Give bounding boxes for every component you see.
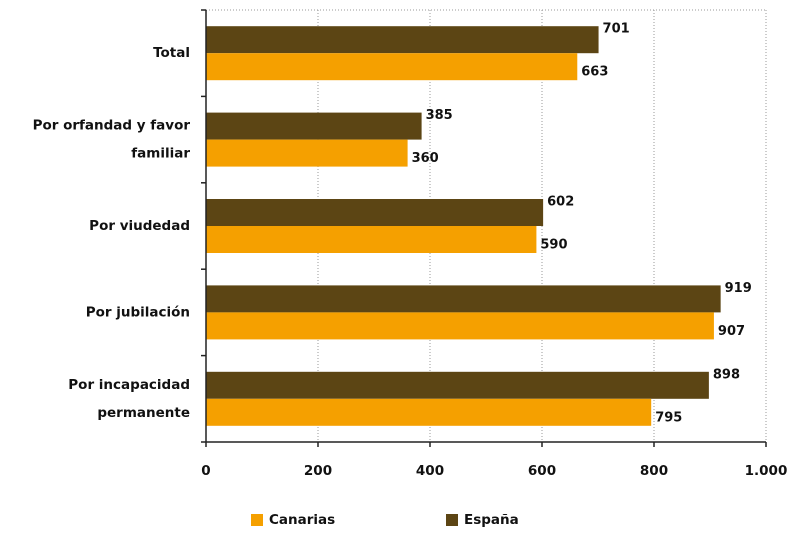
category-label-por-viudedad: Por viudedad xyxy=(89,218,190,234)
bar-canarias-por-orfandad-y-favor-familiar xyxy=(206,139,408,167)
bar-canarias-por-incapacidad-permanente xyxy=(206,398,652,426)
category-labels: Total Por orfandad y favor familiar Por viu… xyxy=(33,45,191,421)
category-label-line: Por incapacidad xyxy=(68,377,190,393)
legend-item-espana: España xyxy=(446,512,519,528)
legend-item-canarias: Canarias xyxy=(251,512,335,528)
x-tick-label-600: 600 xyxy=(528,463,556,479)
legend-label-espana: España xyxy=(464,512,519,528)
x-tick-label-0: 0 xyxy=(201,463,210,479)
bar-espana-por-viudedad xyxy=(206,199,544,226)
category-label-total: Total xyxy=(153,45,190,61)
x-tick-labels: 0 200 400 600 800 1.000 xyxy=(201,463,787,479)
category-label-line: familiar xyxy=(131,146,190,162)
data-label-canarias-por-viudedad: 590 xyxy=(540,238,567,253)
data-label-espana-por-jubilacion: 919 xyxy=(725,281,752,296)
category-label-line: permanente xyxy=(97,405,190,421)
legend: Canarias España xyxy=(0,512,788,532)
bar-canarias-total xyxy=(206,53,578,81)
bar-espana-por-jubilacion xyxy=(206,285,721,313)
category-label-por-incapacidad-permanente: Por incapacidad permanente xyxy=(68,377,190,421)
data-label-espana-por-orfandad-y-favor-familiar: 385 xyxy=(426,108,453,123)
data-label-canarias-por-jubilacion: 907 xyxy=(718,324,745,339)
bars xyxy=(206,26,721,426)
data-label-canarias-por-orfandad-y-favor-familiar: 360 xyxy=(412,151,439,166)
legend-label-canarias: Canarias xyxy=(269,512,336,528)
category-label-line: Por orfandad y favor xyxy=(33,118,191,134)
category-label-por-jubilacion: Por jubilación xyxy=(86,304,190,320)
category-label-por-orfandad-y-favor-familiar: Por orfandad y favor familiar xyxy=(33,118,191,162)
bar-espana-por-incapacidad-permanente xyxy=(206,371,709,399)
data-label-canarias-por-incapacidad-permanente: 795 xyxy=(655,410,682,425)
category-label-line: Por jubilación xyxy=(86,304,190,320)
data-label-espana-por-incapacidad-permanente: 898 xyxy=(713,367,740,382)
bar-canarias-por-jubilacion xyxy=(206,312,714,340)
legend-swatch-espana xyxy=(446,514,458,526)
category-label-line: Total xyxy=(153,45,190,61)
bar-canarias-por-viudedad xyxy=(206,226,537,253)
x-tick-label-200: 200 xyxy=(304,463,332,479)
x-tick-label-400: 400 xyxy=(416,463,444,479)
data-label-espana-total: 701 xyxy=(603,22,630,37)
category-label-line: Por viudedad xyxy=(89,218,190,234)
bar-espana-total xyxy=(206,26,599,54)
x-tick-label-1000: 1.000 xyxy=(745,463,788,479)
data-label-espana-por-viudedad: 602 xyxy=(547,195,574,210)
data-labels: 701 663 385 360 602 590 919 907 898 795 xyxy=(412,22,752,426)
x-tick-label-800: 800 xyxy=(640,463,668,479)
data-label-canarias-total: 663 xyxy=(581,65,608,80)
bar-espana-por-orfandad-y-favor-familiar xyxy=(206,112,422,140)
legend-swatch-canarias xyxy=(251,514,263,526)
axes xyxy=(201,9,767,447)
